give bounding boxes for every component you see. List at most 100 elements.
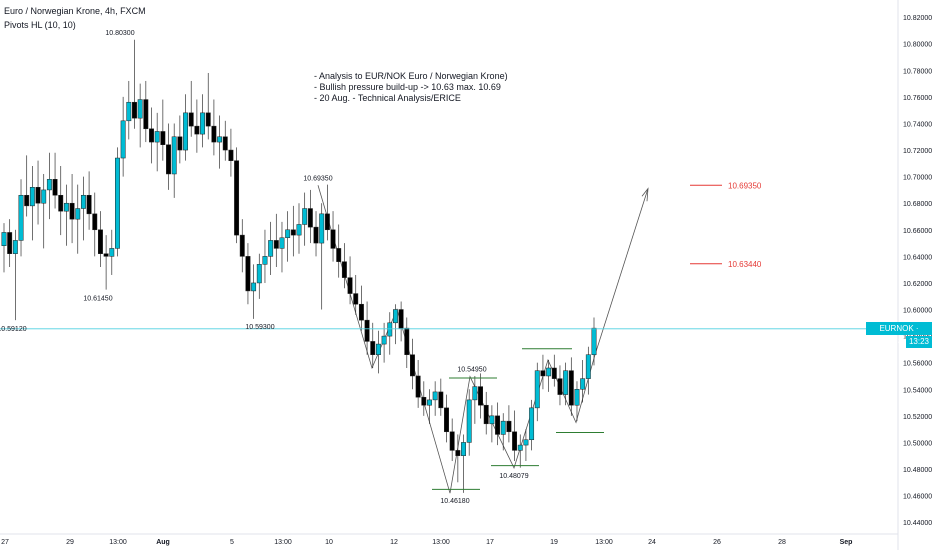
projection-arrow-line [594,188,649,355]
y-tick-label: 10.60000 [903,308,932,315]
candle-up [279,221,285,273]
candle-down [69,173,75,244]
candle-down [557,365,563,406]
candle-up [381,322,387,363]
candle-up [109,229,115,275]
candle-down [143,80,149,143]
y-tick-label: 10.50000 [903,440,932,447]
candle-up [523,429,529,462]
candle-down [324,184,330,241]
candle-down [290,205,296,257]
indicator-title: Pivots HL (10, 10) [4,20,76,30]
candle-down [540,354,546,390]
y-tick-label: 10.82000 [903,15,932,22]
price-axis[interactable]: 10.44000 10.46000 10.48000 10.50000 10.52000… [903,15,932,527]
x-tick-label: 19 [550,539,558,546]
candle-up [387,312,393,355]
candle-down [449,418,455,462]
candle-up [115,147,120,257]
candle-up [319,203,325,310]
y-tick-label: 10.66000 [903,228,932,235]
candle-up [80,176,86,241]
y-tick-label: 10.62000 [903,281,932,288]
note-line-1: - Analysis to EUR/NOK Euro / Norwegian K… [314,71,508,81]
note-line-3: - 20 Aug. - Technical Analysis/ERICE [314,93,461,103]
candle-down [370,322,376,368]
candle-down [330,211,336,262]
candle-down [234,147,240,244]
candle-down [307,189,313,244]
candle-up [546,360,552,392]
x-tick-label: 5 [230,539,234,546]
candle-up [591,317,597,366]
candle-down [7,219,13,267]
candle-down [273,213,279,267]
pivot-label: 10.46180 [440,498,469,505]
candle-down [228,128,234,177]
candle-down [421,381,427,416]
candle-up [461,434,466,493]
candle-down [438,378,444,416]
candle-down [211,99,217,156]
candle-down [245,243,251,305]
time-axis[interactable]: 27 29 13:00 Aug 5 13:00 10 12 13:00 17 19 13:00 24 26… [1,539,852,546]
x-tick-label: Aug [156,539,170,546]
pivot-label: 10.48079 [499,473,528,480]
y-tick-label: 10.74000 [903,121,932,128]
candle-down [86,171,92,230]
y-tick-label: 10.44000 [903,520,932,527]
pivot-label: 10.69350 [303,175,332,182]
y-tick-label: 10.48000 [903,467,932,474]
candle-down [149,107,154,164]
candle-down [132,39,137,129]
candle-down [353,274,359,315]
candle-down [398,301,404,342]
candle-down [166,123,171,190]
candle-up [500,413,506,451]
candle-up [534,362,540,422]
y-tick-label: 10.70000 [903,175,932,182]
candle-up [574,381,580,422]
x-tick-label: 17 [486,539,494,546]
candle-up [171,123,177,198]
candle-down [347,256,353,305]
candle-up [126,80,132,140]
pivot-label: 10.80300 [105,30,134,37]
candle-up [217,115,223,169]
candle-timer: 13:23 [906,336,932,348]
current-price-tag: EURNOK · 10.58550 [866,322,932,346]
candle-up [12,229,18,321]
y-tick-label: 10.64000 [903,254,932,261]
candle-up [563,362,569,406]
x-tick-label: 12 [390,539,398,546]
candle-up [285,211,291,262]
candle-up [517,434,523,468]
candle-down [478,373,483,419]
candle-down [455,434,461,483]
y-tick-label: 10.54000 [903,387,932,394]
candle-down [444,394,449,443]
x-tick-label: 26 [713,539,721,546]
candle-up [580,360,586,403]
candle-down [415,360,421,408]
candle-up [268,221,274,275]
candle-down [512,410,518,462]
pivot-label: 10.59300 [245,324,274,331]
candle-down [103,235,109,290]
candle-down [222,120,228,161]
y-tick-label: 10.78000 [903,68,932,75]
candle-down [336,224,342,278]
candle-down [97,211,103,267]
pivot-label: 10.61450 [83,295,112,302]
target-level-label: 10.69350 [728,181,762,190]
x-tick-label: 29 [66,539,74,546]
candle-down [24,155,30,217]
candle-up [41,173,47,249]
candle-up [137,83,143,148]
pivot-label: 10.54950 [457,367,486,374]
candle-up [432,381,438,416]
candle-down [483,391,489,435]
candle-up [18,179,24,257]
candle-up [1,223,7,273]
